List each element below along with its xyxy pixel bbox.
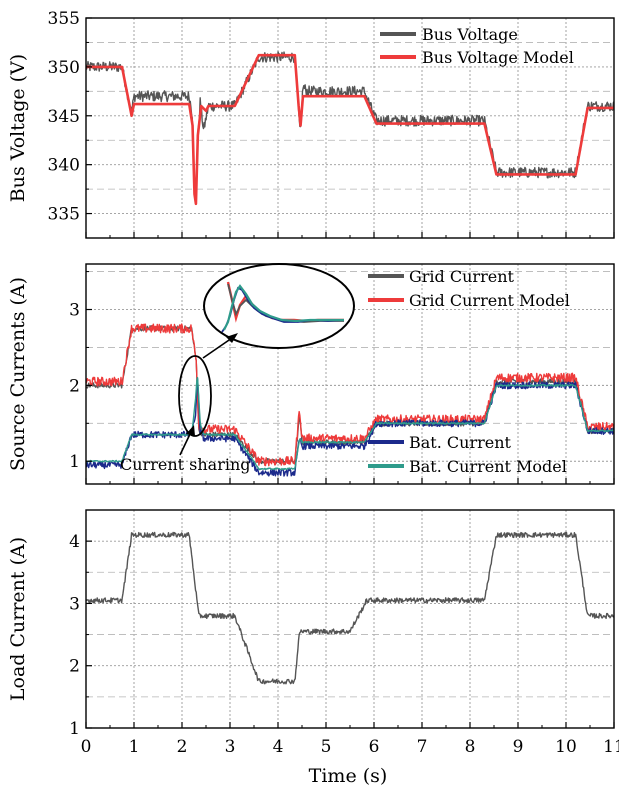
- zoom-arrow-line: [202, 337, 233, 359]
- series-line-bat-current-model: [86, 376, 614, 471]
- zoom-ellipse: [203, 263, 355, 349]
- panel-source-currents: 123 Source Currents (A) Current sharing …: [7, 263, 615, 485]
- legend-label-grid-current-model: Grid Current Model: [409, 291, 570, 310]
- zoom-trace-bat-model: [223, 284, 344, 331]
- series-line-grid-current-model: [86, 323, 614, 467]
- legend-label-bat-current-model: Bat. Current Model: [409, 457, 567, 476]
- current-sharing-ellipse: [178, 355, 212, 437]
- x-tick-label: 9: [513, 737, 524, 757]
- y-tick-label: 3: [69, 301, 80, 321]
- x-tick-label: 7: [417, 737, 428, 757]
- grid-2: [86, 510, 614, 728]
- legend-0: Bus Voltage Bus Voltage Model: [380, 25, 574, 67]
- zoom-arrow-head: [226, 333, 238, 343]
- xlabel: Time (s): [309, 765, 388, 787]
- ylabel-0: Bus Voltage (V): [7, 54, 29, 202]
- y-tick-label: 2: [69, 657, 80, 677]
- legend-1-bottom: Bat. Current Bat. Current Model: [368, 433, 567, 476]
- y-tick-label: 4: [69, 532, 80, 552]
- x-tick-label: 11: [603, 737, 619, 757]
- y-tick-label: 340: [48, 156, 80, 176]
- x-tick-label: 6: [369, 737, 380, 757]
- x-tick-label: 8: [465, 737, 476, 757]
- ylabel-2: Load Current (A): [7, 537, 29, 701]
- y-tick-label: 3: [69, 594, 80, 614]
- legend-label-grid-current: Grid Current: [409, 267, 514, 286]
- x-tick-label: 3: [225, 737, 236, 757]
- annotation-arrow-line: [179, 431, 192, 456]
- annotation-current-sharing: Current sharing: [120, 455, 251, 474]
- series-line-bus-voltage-model: [86, 53, 614, 206]
- ticks-0: 335 340 345 350 355: [48, 9, 615, 238]
- plot-frame-2: [85, 509, 615, 729]
- x-tick-label: 4: [273, 737, 284, 757]
- x-tick-label: 1: [129, 737, 140, 757]
- x-tick-label: 2: [177, 737, 188, 757]
- y-tick-label: 2: [69, 376, 80, 396]
- y-tick-label: 1: [69, 452, 80, 472]
- legend-label-bus-voltage-model: Bus Voltage Model: [422, 48, 574, 67]
- plot-frame-1: [85, 263, 615, 485]
- plot-frame-0: [85, 17, 615, 239]
- annotation-arrow-head: [186, 425, 195, 436]
- panel-bus-voltage: 335 340 345 350 355 Bus Voltage (V) Bus Volt…: [7, 9, 615, 239]
- panel-load-current: 012345678910111234 Load Current (A) Time…: [7, 509, 619, 787]
- zoom-inset: [203, 263, 355, 349]
- y-tick-label: 345: [48, 107, 80, 127]
- ticks-2: 012345678910111234: [69, 532, 619, 757]
- y-tick-label: 350: [48, 58, 80, 78]
- series-line-load-current: [86, 531, 614, 685]
- y-tick-label: 1: [69, 719, 80, 739]
- legend-label-bus-voltage: Bus Voltage: [422, 25, 518, 44]
- ylabel-1: Source Currents (A): [7, 277, 29, 471]
- series-group-1: [86, 323, 614, 477]
- y-tick-label: 335: [48, 205, 80, 225]
- series-group-2: [86, 531, 614, 685]
- x-tick-label: 0: [81, 737, 92, 757]
- x-tick-label: 10: [555, 737, 577, 757]
- legend-label-bat-current: Bat. Current: [409, 433, 512, 452]
- legend-1-top: Grid Current Grid Current Model: [368, 267, 570, 310]
- x-tick-label: 5: [321, 737, 332, 757]
- series-line-bus-voltage: [86, 51, 614, 204]
- y-tick-label: 355: [48, 9, 80, 29]
- series-group-0: [86, 51, 614, 206]
